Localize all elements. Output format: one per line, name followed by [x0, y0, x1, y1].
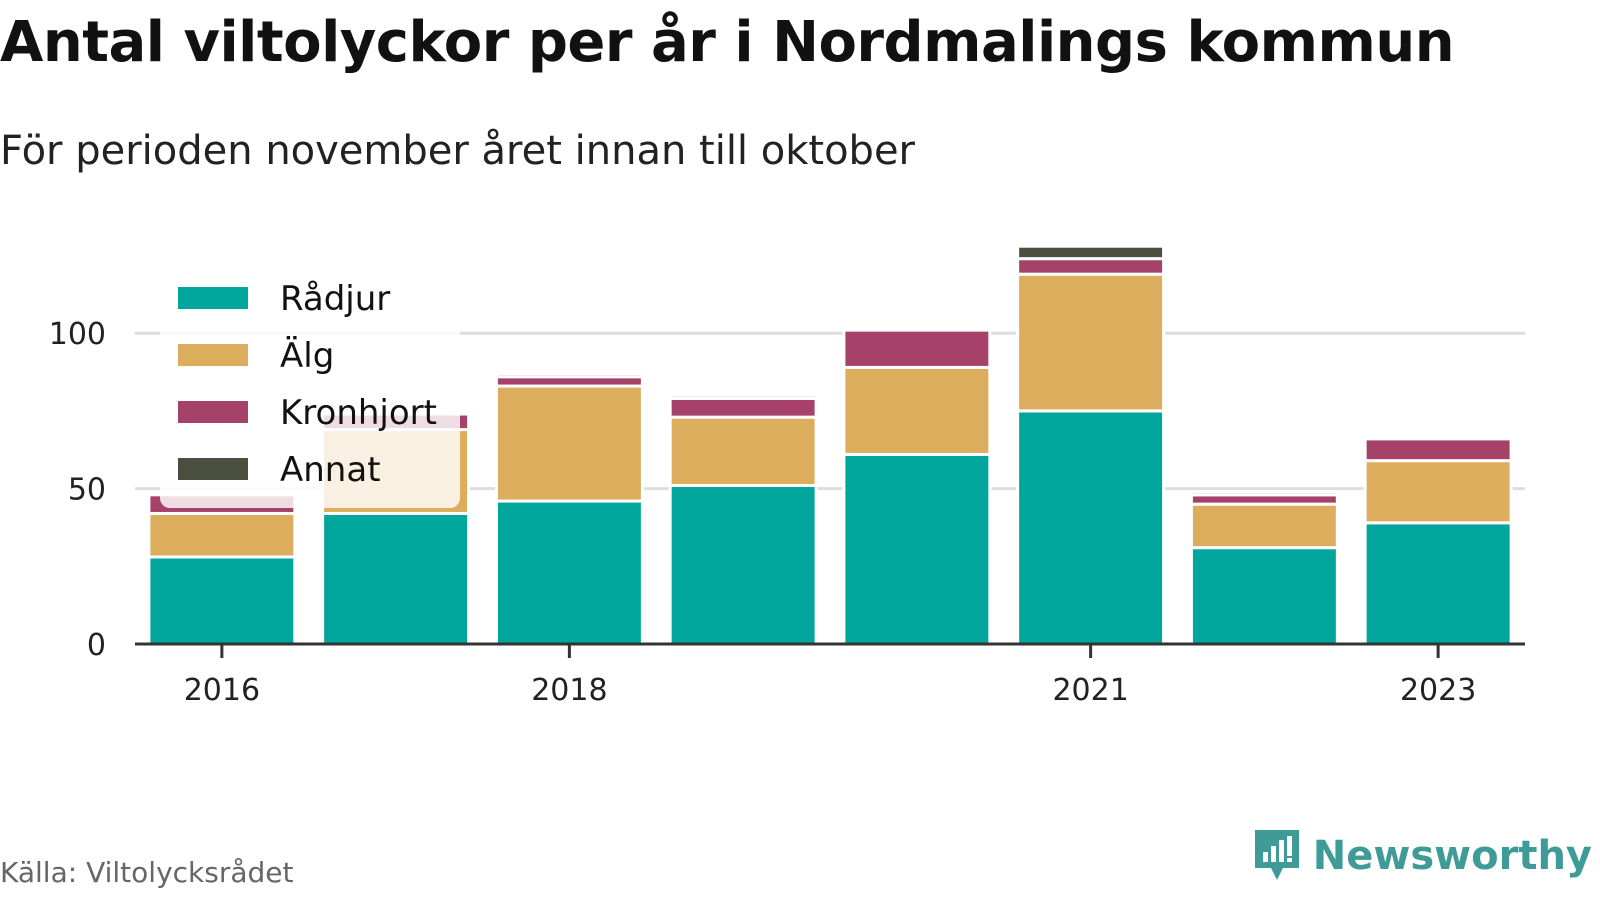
x-tick-label: 2023 [1400, 673, 1476, 708]
axes: 0 50 100 2016 2018 2021 2023 [49, 317, 1525, 708]
brand-name: Newsworthy [1312, 833, 1592, 879]
bar-segment-1 [1189, 546, 1339, 646]
bar-segment-1 [321, 511, 471, 646]
bar-segment-2 [668, 415, 818, 488]
x-tick-label: 2016 [184, 673, 260, 708]
x-tick-label: 2021 [1052, 673, 1128, 708]
bar-segment-4 [1016, 244, 1166, 261]
bar-segment-4 [494, 372, 644, 379]
legend-label: Älg [280, 336, 334, 376]
bar-segment-1 [147, 555, 297, 646]
bar-segment-2 [147, 511, 297, 559]
bar-segment-2 [842, 365, 992, 456]
y-tick-label: 0 [87, 628, 106, 663]
bar-segment-1 [668, 484, 818, 646]
bar-segment-3 [1363, 437, 1513, 463]
legend-swatch [178, 401, 248, 423]
legend-swatch [178, 344, 248, 366]
source-note: Källa: Viltolycksrådet [0, 856, 294, 889]
legend-label: Kronhjort [280, 393, 437, 433]
bar-segment-3 [842, 328, 992, 369]
chart-subtitle: För perioden november året innan till ok… [0, 128, 915, 174]
bar-segment-2 [1189, 502, 1339, 550]
y-tick-label: 100 [49, 317, 106, 352]
legend-label: Rådjur [280, 279, 390, 319]
bar-segment-1 [1016, 409, 1166, 646]
legend-swatch [178, 458, 248, 480]
bar-segment-4 [668, 393, 818, 400]
bar-segment-1 [494, 499, 644, 646]
bar-segment-2 [494, 384, 644, 503]
x-tick-label: 2018 [531, 673, 607, 708]
newsworthy-brand: Newsworthy [1253, 828, 1592, 884]
bar-segment-2 [1016, 272, 1166, 413]
chart-title: Antal viltolyckor per år i Nordmalings k… [0, 10, 1455, 75]
legend-label: Annat [280, 450, 381, 490]
bar-segment-1 [1363, 521, 1513, 646]
legend-background [160, 272, 460, 508]
bar-segment-4 [1189, 490, 1339, 497]
legend: Rådjur Älg Kronhjort Annat [160, 272, 460, 508]
legend-swatch [178, 287, 248, 309]
bar-segment-2 [1363, 459, 1513, 525]
y-tick-label: 50 [68, 473, 106, 508]
bar-segment-1 [842, 452, 992, 646]
bar-segment-3 [668, 396, 818, 419]
bar-segment-3 [1016, 257, 1166, 276]
newsworthy-logo-icon [1254, 830, 1299, 880]
